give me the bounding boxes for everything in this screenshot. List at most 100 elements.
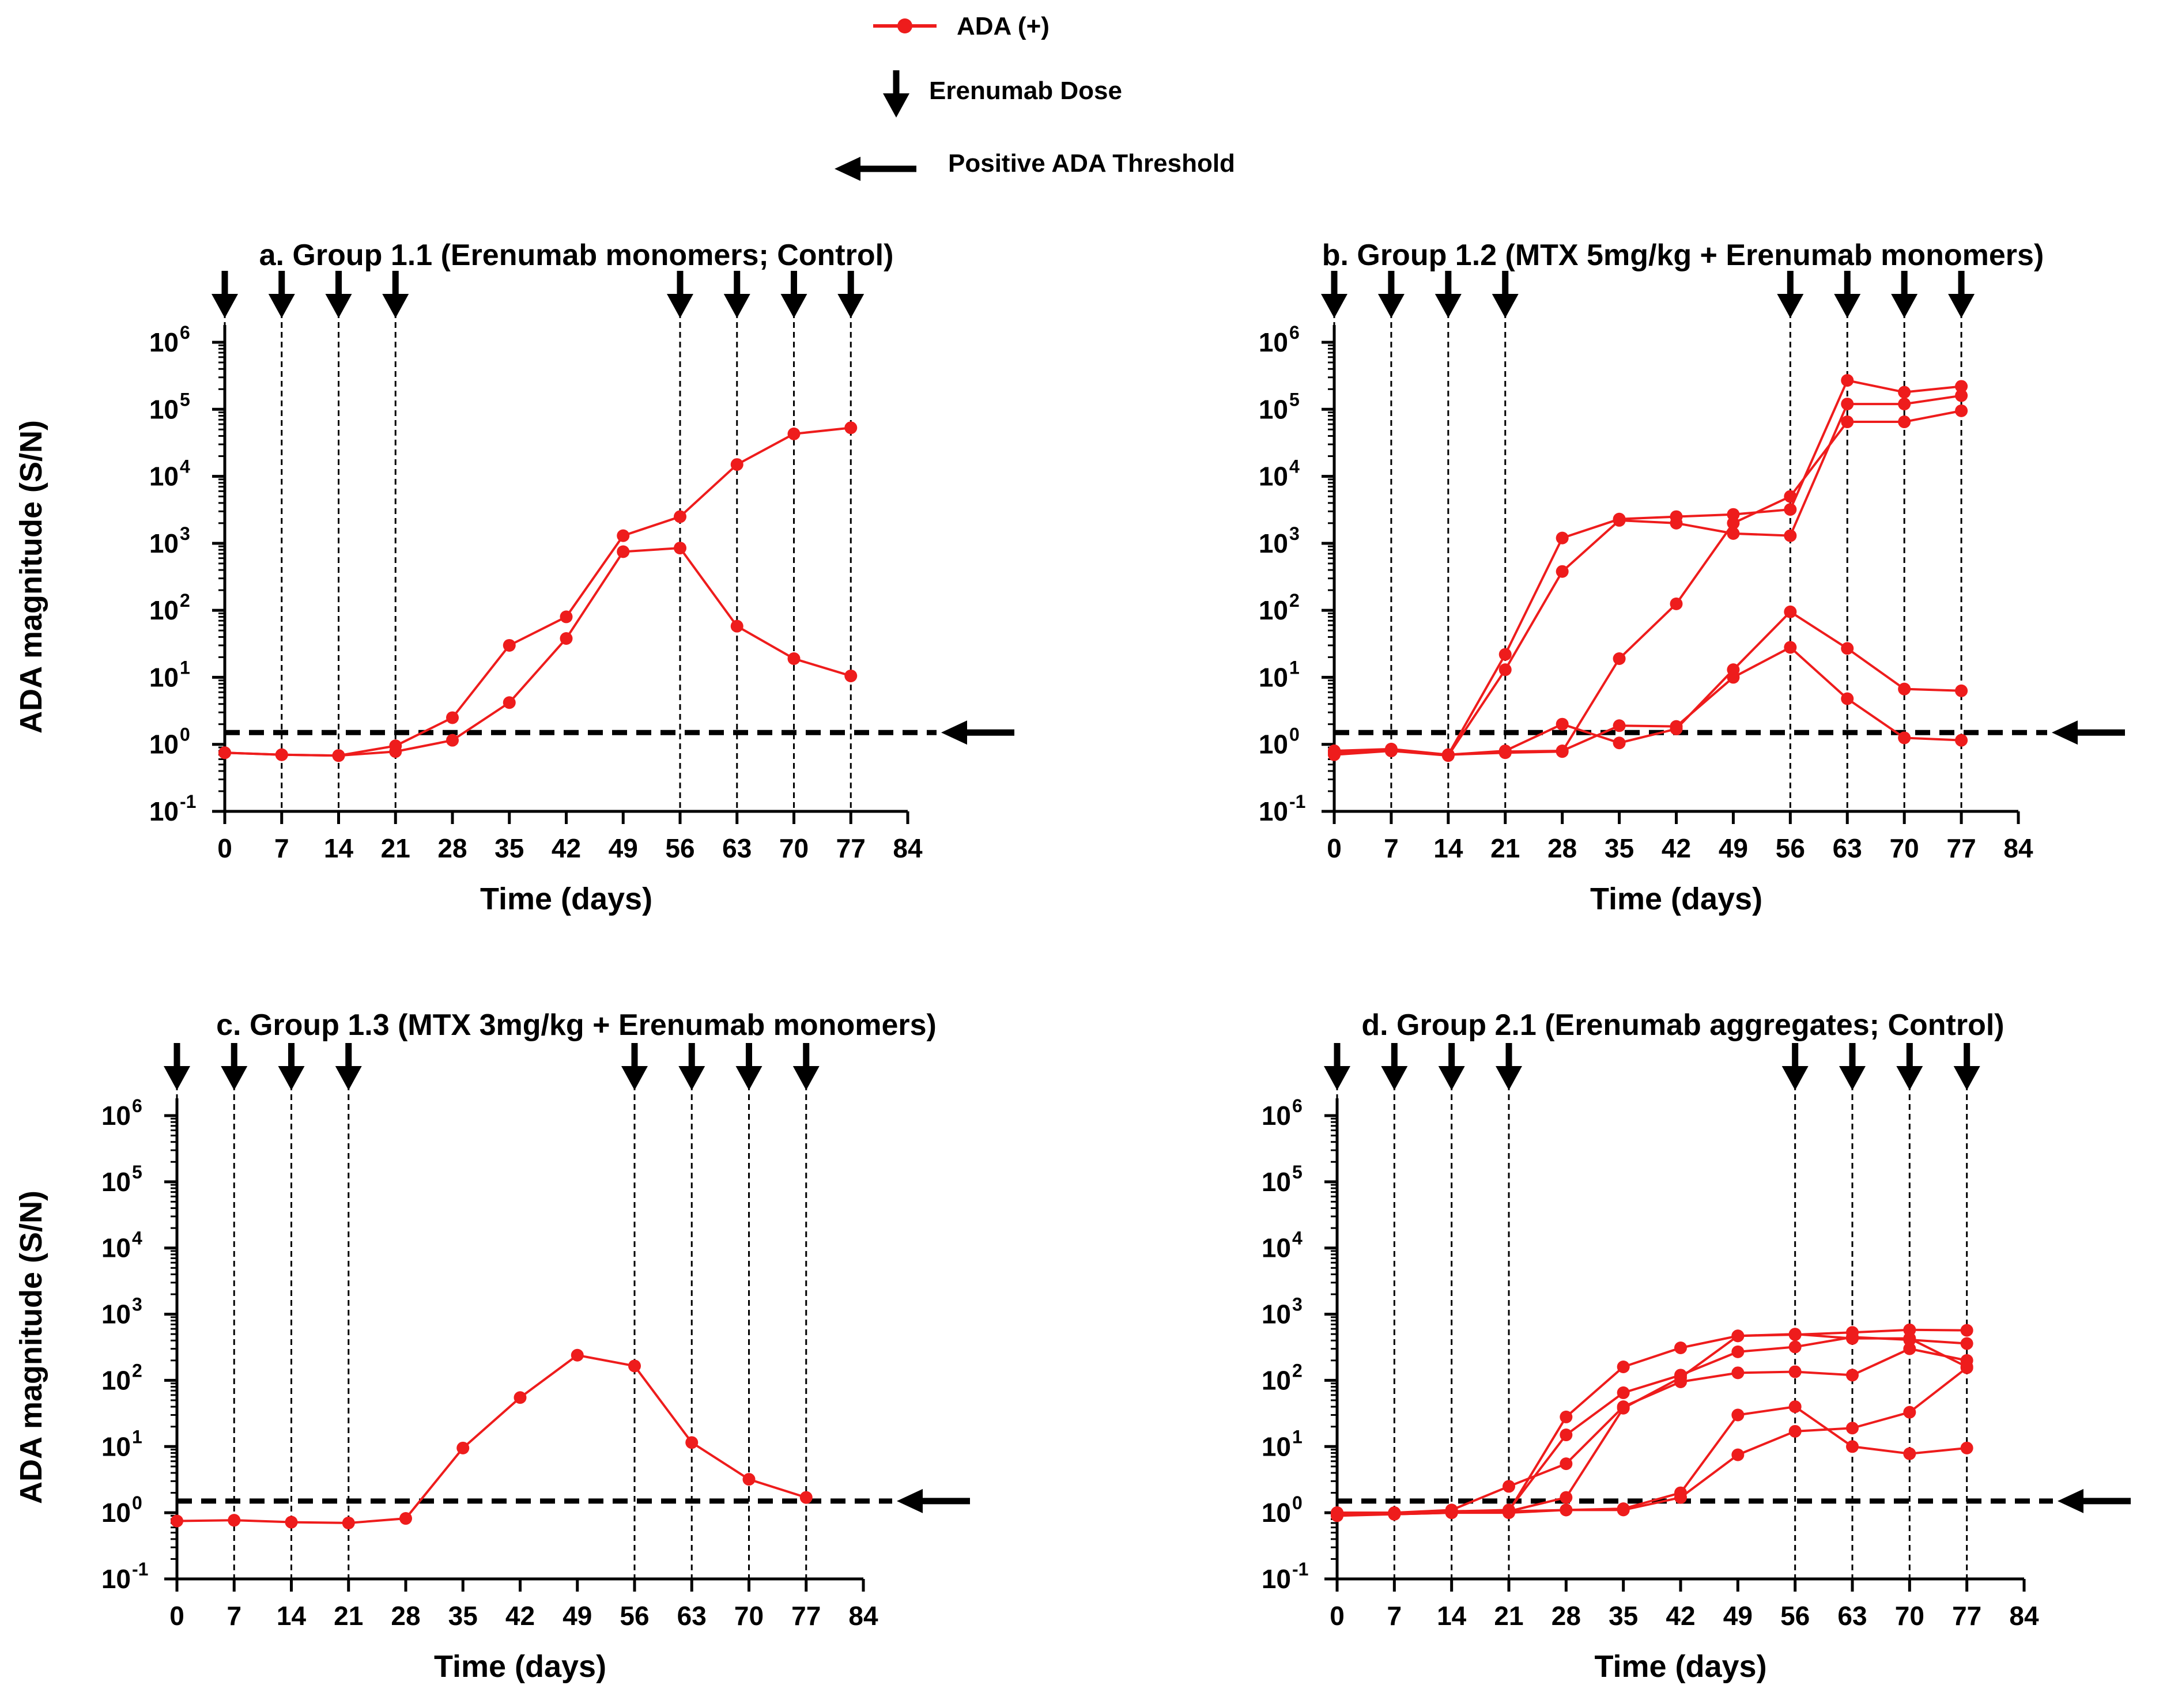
x-tick-label: 28 <box>437 833 467 863</box>
x-axis-label: Time (days) <box>434 1649 606 1684</box>
data-point <box>1955 380 1968 393</box>
y-tick-exponent: 4 <box>180 456 190 477</box>
data-point <box>1955 404 1968 417</box>
x-tick-label: 42 <box>1662 833 1691 863</box>
panel-title: b. Group 1.2 (MTX 5mg/kg + Erenumab mono… <box>1322 239 2044 272</box>
data-point <box>1898 386 1911 399</box>
dose-arrow-head <box>164 1066 190 1090</box>
y-tick-base: 10 <box>1259 528 1288 558</box>
down-arrow-icon <box>1839 1043 1866 1090</box>
down-arrow-icon <box>1377 271 1405 318</box>
series-6 <box>1331 1361 1973 1522</box>
y-tick-label: 10 <box>101 1233 131 1263</box>
data-point <box>1841 415 1854 429</box>
dose-arrow-head <box>1948 294 1975 318</box>
x-tick-label: 35 <box>1605 833 1634 863</box>
data-point <box>799 1491 813 1504</box>
y-tick-base: 10 <box>1262 1498 1291 1528</box>
x-tick-label: 56 <box>1776 833 1805 863</box>
data-point <box>1841 398 1854 411</box>
data-point <box>1784 529 1797 542</box>
y-tick-label: 10 <box>1259 730 1288 759</box>
data-point <box>1560 1491 1573 1504</box>
x-tick-label: 14 <box>277 1601 307 1631</box>
data-point <box>1498 648 1512 661</box>
y-tick-base: 10 <box>149 730 179 759</box>
x-tick-label: 84 <box>848 1601 878 1631</box>
x-axis-label: Time (days) <box>1594 1649 1766 1684</box>
down-arrow-icon <box>792 1043 820 1090</box>
y-tick-label: 10 <box>1259 796 1288 826</box>
data-point <box>1955 389 1968 402</box>
data-point <box>1841 374 1854 387</box>
y-tick-exponent: 0 <box>1289 724 1300 745</box>
x-tick-label: 84 <box>2009 1601 2039 1631</box>
data-point <box>1784 503 1797 516</box>
data-point <box>1613 719 1626 732</box>
series-line <box>1334 409 1962 756</box>
x-tick-label: 70 <box>734 1601 764 1631</box>
data-point <box>617 529 630 542</box>
y-tick-base: 10 <box>101 1167 131 1197</box>
dose-arrow-head <box>1953 1066 1980 1090</box>
panel-c: c. Group 1.3 (MTX 3mg/kg + Erenumab mono… <box>14 1008 970 1684</box>
y-tick-exponent: 3 <box>132 1294 142 1315</box>
x-tick-label: 14 <box>324 833 354 863</box>
x-tick-label: 42 <box>505 1601 535 1631</box>
data-point <box>1788 1400 1802 1414</box>
y-tick-base: 10 <box>1259 595 1288 625</box>
panel-d: d. Group 2.1 (Erenumab aggregates; Contr… <box>1262 1008 2131 1684</box>
dose-arrow-head <box>1438 1066 1465 1090</box>
data-point <box>1556 744 1569 757</box>
y-tick-exponent: 2 <box>1292 1360 1303 1381</box>
x-tick-label: 28 <box>1547 833 1577 863</box>
dose-arrow-head <box>1839 1066 1866 1090</box>
data-point <box>1556 565 1569 578</box>
dose-arrow-head <box>1381 1066 1408 1090</box>
data-point <box>1841 642 1854 655</box>
data-point <box>571 1348 584 1362</box>
x-tick-label: 14 <box>1437 1601 1467 1631</box>
dose-arrow-head <box>1781 1066 1809 1090</box>
data-point <box>1560 1410 1573 1423</box>
down-arrow-icon <box>212 271 238 318</box>
x-tick-label: 21 <box>334 1601 363 1631</box>
data-point <box>1903 1332 1916 1345</box>
data-point <box>560 610 573 624</box>
y-tick-label: 10 <box>1259 394 1288 424</box>
down-arrow-icon <box>1777 271 1804 318</box>
data-point <box>389 745 402 758</box>
data-point <box>446 711 459 724</box>
data-point <box>1731 1345 1745 1358</box>
x-tick-label: 21 <box>1490 833 1520 863</box>
x-tick-label: 84 <box>893 833 923 863</box>
data-point <box>1846 1422 1859 1435</box>
y-tick-label: 10 <box>149 394 179 424</box>
y-tick-exponent: -1 <box>1292 1559 1308 1579</box>
series-2 <box>218 542 858 762</box>
data-point <box>1788 1328 1802 1341</box>
y-tick-label: 10 <box>101 1167 131 1197</box>
down-arrow-icon <box>1492 271 1519 318</box>
data-point <box>1613 652 1626 666</box>
left-arrow-icon <box>2058 1488 2131 1513</box>
y-tick-label: 10 <box>149 327 179 357</box>
data-point <box>1731 1329 1745 1343</box>
data-point <box>1788 1340 1802 1354</box>
x-tick-label: 56 <box>1780 1601 1810 1631</box>
y-tick-exponent: 5 <box>180 389 190 410</box>
data-point <box>1674 1371 1687 1384</box>
y-tick-exponent: 5 <box>132 1162 142 1182</box>
data-point <box>1841 692 1854 705</box>
x-tick-label: 49 <box>563 1601 592 1631</box>
data-point <box>1788 1365 1802 1378</box>
y-tick-label: 10 <box>1259 528 1288 558</box>
dose-arrow-head <box>837 294 865 318</box>
y-tick-base: 10 <box>149 394 179 424</box>
data-point <box>1613 514 1626 527</box>
panel-title: a. Group 1.1 (Erenumab monomers; Control… <box>259 239 894 272</box>
data-point <box>1727 516 1740 530</box>
series-line <box>1334 379 1962 756</box>
y-tick-exponent: 3 <box>1289 523 1300 544</box>
x-tick-label: 70 <box>1890 833 1919 863</box>
